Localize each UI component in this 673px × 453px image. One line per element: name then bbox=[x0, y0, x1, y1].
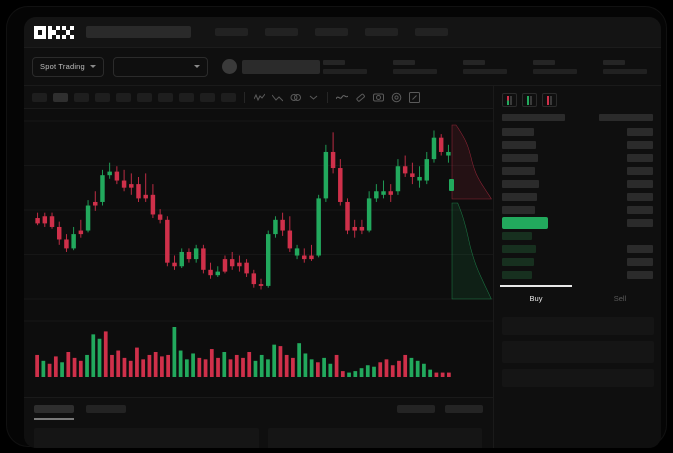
market-stat-label bbox=[463, 59, 485, 65]
market-stat-label bbox=[323, 59, 345, 65]
nav-item-2[interactable] bbox=[265, 28, 298, 36]
market-stat bbox=[533, 59, 577, 74]
timeframe-button[interactable] bbox=[158, 92, 173, 102]
orderbook-layout-toggles bbox=[494, 86, 661, 112]
bottom-action-1[interactable] bbox=[397, 405, 435, 413]
orderbook-layout-both[interactable] bbox=[502, 93, 517, 107]
market-stat-value bbox=[463, 68, 507, 74]
orders-tabs bbox=[34, 405, 483, 420]
settings-icon[interactable] bbox=[390, 91, 402, 103]
timeframe-button[interactable] bbox=[95, 92, 110, 102]
orders-rows bbox=[34, 427, 483, 448]
price-chart[interactable] bbox=[24, 109, 493, 397]
toolbar-divider bbox=[327, 91, 328, 103]
chart-toolbar bbox=[24, 86, 493, 109]
market-stat bbox=[463, 59, 507, 74]
tab-order-history[interactable] bbox=[86, 405, 126, 413]
header-nav bbox=[215, 28, 448, 36]
search-input[interactable] bbox=[86, 26, 191, 38]
orderbook-ask-row[interactable] bbox=[502, 203, 653, 216]
orderbook-rows bbox=[494, 125, 661, 281]
orderbook-ask-row[interactable] bbox=[502, 125, 653, 138]
trade-side-tabs: Buy Sell bbox=[494, 285, 661, 311]
tab-active-underline bbox=[34, 418, 74, 420]
orders-panel bbox=[24, 397, 493, 448]
orderbook-ask-row[interactable] bbox=[502, 177, 653, 190]
market-stat bbox=[323, 59, 367, 74]
trade-form bbox=[494, 311, 661, 393]
nav-item-5[interactable] bbox=[415, 28, 448, 36]
orderbook-ask-row[interactable] bbox=[502, 138, 653, 151]
chevron-down-icon bbox=[89, 65, 96, 68]
orderbook-bid-row[interactable] bbox=[502, 268, 653, 281]
timeframe-button[interactable] bbox=[200, 92, 215, 102]
timeframe-button-active[interactable] bbox=[53, 92, 68, 102]
okx-logo[interactable] bbox=[34, 25, 74, 39]
nav-item-4[interactable] bbox=[365, 28, 398, 36]
amount-field[interactable] bbox=[502, 341, 654, 363]
timeframe-button[interactable] bbox=[179, 92, 194, 102]
pair-symbol bbox=[241, 59, 320, 74]
market-stat-label bbox=[603, 59, 625, 65]
pair-avatar bbox=[221, 59, 237, 74]
orderbook-col-amount bbox=[599, 114, 653, 121]
tab-buy[interactable]: Buy bbox=[494, 285, 578, 311]
compare-icon[interactable] bbox=[289, 91, 301, 103]
app-screen: Spot Trading bbox=[24, 17, 661, 448]
market-stat bbox=[603, 59, 647, 74]
camera-icon[interactable] bbox=[372, 91, 384, 103]
mode-selector[interactable]: Spot Trading bbox=[32, 56, 104, 77]
bottom-action-2[interactable] bbox=[445, 405, 483, 413]
market-stats bbox=[323, 59, 653, 74]
market-stat bbox=[393, 59, 437, 74]
mode-selector-label: Spot Trading bbox=[40, 62, 85, 71]
ruler-icon[interactable] bbox=[354, 91, 366, 103]
toolbar-divider bbox=[244, 91, 245, 103]
tab-sell[interactable]: Sell bbox=[613, 293, 627, 303]
market-stat-label bbox=[533, 59, 555, 65]
device-bezel: Spot Trading bbox=[6, 6, 667, 448]
market-stat-value bbox=[323, 68, 367, 74]
orderbook-ask-row[interactable] bbox=[502, 151, 653, 164]
price-field[interactable] bbox=[502, 317, 654, 335]
orderbook-layout-bids[interactable] bbox=[522, 93, 537, 107]
chevron-down-icon bbox=[193, 65, 200, 68]
pair-selector[interactable] bbox=[112, 56, 208, 77]
orders-row[interactable] bbox=[268, 427, 482, 448]
orderbook-layout-asks[interactable] bbox=[542, 93, 557, 107]
tab-open-orders[interactable] bbox=[34, 405, 74, 420]
total-field[interactable] bbox=[502, 369, 654, 387]
indicators-icon[interactable] bbox=[253, 91, 265, 103]
orderbook-ask-row[interactable] bbox=[502, 190, 653, 203]
orderbook-bid-row[interactable] bbox=[502, 242, 653, 255]
orderbook-bid-row[interactable] bbox=[502, 255, 653, 268]
app-header bbox=[24, 17, 661, 48]
timeframe-button[interactable] bbox=[221, 92, 236, 102]
market-stat-value bbox=[603, 68, 647, 74]
line-chart-icon[interactable] bbox=[336, 91, 348, 103]
timeframe-button[interactable] bbox=[137, 92, 152, 102]
orderbook-ask-row[interactable] bbox=[502, 164, 653, 177]
orders-actions bbox=[397, 405, 483, 413]
nav-item-3[interactable] bbox=[315, 28, 348, 36]
orderbook-spread-row[interactable] bbox=[502, 216, 653, 229]
fullscreen-icon[interactable] bbox=[408, 91, 420, 103]
more-chevron-icon[interactable] bbox=[307, 91, 319, 103]
timeframe-button[interactable] bbox=[74, 92, 89, 102]
timeframe-button[interactable] bbox=[32, 92, 47, 102]
orders-row[interactable] bbox=[34, 427, 259, 448]
chart-type-icon[interactable] bbox=[271, 91, 283, 103]
market-stat-value bbox=[393, 68, 437, 74]
candlestick-chart bbox=[24, 120, 493, 377]
orderbook-bid-row[interactable] bbox=[502, 229, 653, 242]
nav-item-1[interactable] bbox=[215, 28, 248, 36]
orderbook-col-price bbox=[502, 114, 565, 121]
market-subheader: Spot Trading bbox=[24, 48, 661, 86]
order-book-panel: Buy Sell bbox=[493, 86, 661, 448]
market-stat-label bbox=[393, 59, 415, 65]
timeframe-button[interactable] bbox=[116, 92, 131, 102]
orderbook-column-headers bbox=[494, 112, 661, 125]
market-stat-value bbox=[533, 68, 577, 74]
